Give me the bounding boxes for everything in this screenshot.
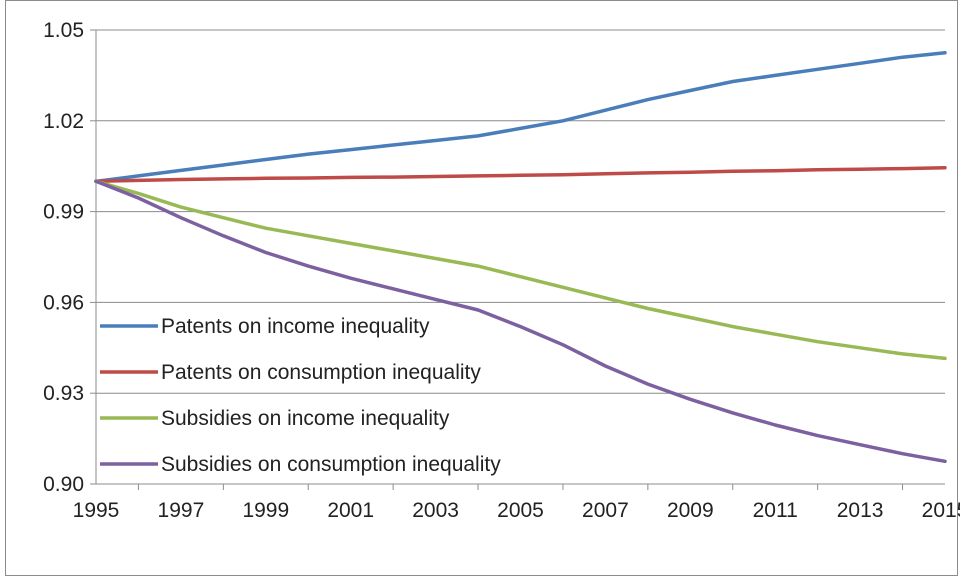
- x-tick-label: 1997: [158, 499, 205, 522]
- series-lines: [94, 50, 947, 464]
- x-tick-label: 2005: [497, 499, 544, 522]
- x-tick-label: 2003: [412, 499, 459, 522]
- y-tick-label: 1.05: [43, 19, 84, 42]
- axes: [95, 30, 945, 485]
- legend-label: Patents on income inequality: [161, 315, 430, 338]
- y-tick-label: 0.90: [43, 473, 84, 496]
- x-tick-label: 1999: [242, 499, 289, 522]
- y-tick-label: 1.02: [43, 110, 84, 133]
- x-tick-label: 2009: [667, 499, 714, 522]
- y-tick-label: 0.96: [43, 291, 84, 314]
- y-tick-label: 0.99: [43, 201, 84, 224]
- series-line-3: [94, 179, 947, 361]
- x-tick-label: 1995: [73, 499, 120, 522]
- y-tick-label: 0.93: [43, 382, 84, 405]
- x-tick-labels: 1995 1997 1999 2001 2003 2005 2007 2009 2011 2013…: [73, 499, 960, 522]
- chart-frame: [5, 0, 958, 576]
- legend-label: Subsidies on income inequality: [161, 407, 450, 430]
- y-tick-labels: 1.05 1.02 0.99 0.96 0.93 0.90: [43, 19, 84, 496]
- gridlines: [90, 29, 945, 490]
- x-tick-label: 2007: [582, 499, 629, 522]
- x-tick-label: 2011: [753, 499, 798, 522]
- x-tick-label: 2001: [327, 499, 374, 522]
- x-tick-label: 2015: [922, 499, 960, 522]
- x-tick-label: 2013: [837, 499, 884, 522]
- series-line-2: [94, 165, 947, 184]
- series-line-4: [94, 179, 947, 464]
- legend-label: Subsidies on consumption inequality: [161, 453, 501, 476]
- legend-label: Patents on consumption inequality: [161, 361, 481, 384]
- series-line-1: [94, 50, 947, 184]
- legend: Patents on income inequality Patents on c…: [100, 315, 501, 476]
